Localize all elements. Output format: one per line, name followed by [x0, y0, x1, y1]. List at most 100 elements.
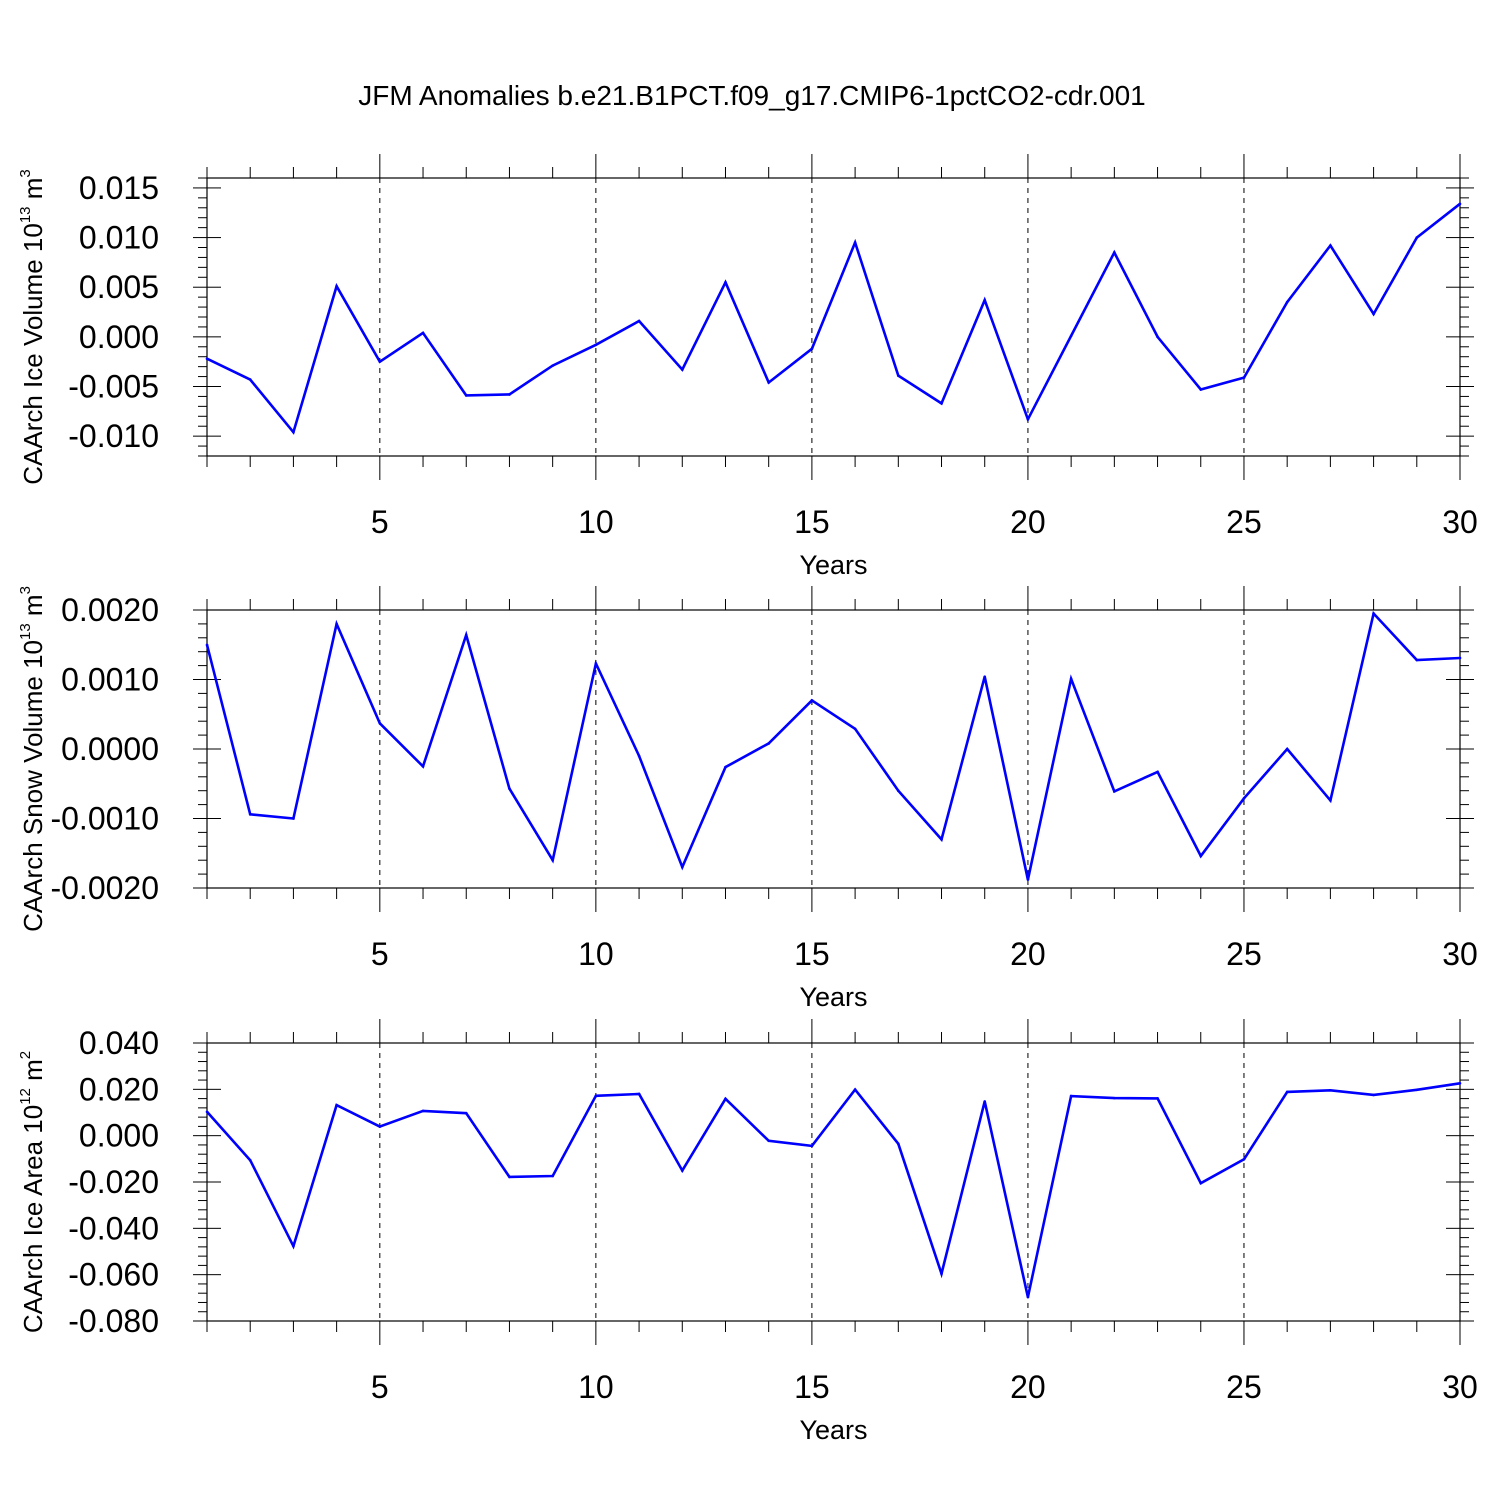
data-point	[1156, 770, 1159, 774]
y-axis-label-ylabel: CAArch Ice Volume 10	[18, 223, 48, 485]
data-point	[1242, 376, 1246, 379]
y-tick-label: -0.010	[68, 418, 159, 454]
data-point	[551, 1174, 554, 1178]
y-tick-label: 0.010	[79, 220, 159, 256]
x-tick-label: 25	[1226, 936, 1262, 972]
x-tick-label: 10	[578, 504, 614, 540]
data-point	[1415, 236, 1419, 239]
y-tick-label: -0.0010	[50, 801, 159, 837]
data-point	[983, 1100, 987, 1103]
data-point	[1372, 1093, 1375, 1097]
x-tick-label: 20	[1010, 936, 1046, 972]
data-point	[335, 284, 338, 288]
data-point	[897, 789, 900, 792]
y-tick-label: 0.0020	[61, 592, 159, 628]
data-point	[810, 699, 814, 702]
x-axis-label: Years	[799, 982, 867, 1012]
data-point	[1199, 1181, 1203, 1185]
data-point	[1199, 388, 1203, 391]
data-point	[1026, 1295, 1030, 1299]
data-point	[205, 357, 209, 361]
data-point	[508, 393, 511, 396]
data-point	[1069, 1094, 1073, 1098]
y-axis-label-ylabel-unit-exp: 3	[17, 586, 34, 594]
data-point	[464, 1111, 468, 1115]
plot-frame	[206, 1042, 1461, 1322]
figure-title: JFM Anomalies b.e21.B1PCT.f09_g17.CMIP6-…	[358, 80, 1146, 111]
data-point	[940, 838, 943, 841]
data-point	[1329, 799, 1332, 802]
plot-frame	[206, 609, 1461, 889]
x-tick-label: 25	[1226, 1369, 1262, 1405]
y-tick-label: -0.0020	[50, 870, 159, 906]
x-tick-label: 10	[578, 1369, 614, 1405]
y-axis-label-ylabel: CAArch Ice Area 10	[18, 1105, 48, 1333]
data-point	[248, 1158, 252, 1162]
data-point	[724, 1097, 727, 1101]
data-point	[680, 1169, 684, 1172]
data-point	[680, 865, 684, 869]
data-point	[1113, 790, 1116, 793]
x-tick-label: 30	[1442, 504, 1478, 540]
x-tick-label: 10	[578, 936, 614, 972]
data-point	[551, 364, 554, 367]
data-point	[1069, 334, 1073, 338]
data-point	[1285, 747, 1289, 751]
data-point	[983, 675, 987, 679]
x-tick-label: 15	[794, 1369, 830, 1405]
data-point	[1415, 1088, 1419, 1092]
panel-1: -0.010 -0.005 0.000 0.005 0.010 0.015 5 10 15 20 2…	[17, 154, 1478, 580]
y-axis-label-ylabel: CAArch Snow Volume 10	[18, 640, 48, 932]
y-tick-label: 0.005	[79, 269, 159, 305]
x-tick-label: 5	[371, 936, 389, 972]
x-tick-label: 30	[1442, 936, 1478, 972]
data-point	[767, 381, 770, 384]
x-tick-label: 15	[794, 504, 830, 540]
x-tick-label: 5	[371, 504, 389, 540]
data-point	[637, 319, 641, 323]
data-point	[1113, 251, 1116, 254]
data-point	[637, 1092, 641, 1096]
y-axis-label-ylabel-unit-exp: 3	[17, 169, 34, 177]
data-point	[1113, 1096, 1116, 1100]
y-tick-label: 0.020	[79, 1071, 159, 1107]
data-point	[940, 402, 943, 405]
y-axis-label-ylabel-unit-exp: 2	[17, 1051, 34, 1059]
data-point	[1415, 658, 1419, 662]
data-point	[248, 378, 252, 381]
data-point	[292, 817, 295, 820]
y-axis-label-ylabel-exp: 13	[17, 206, 34, 223]
y-tick-label: 0.0010	[61, 662, 159, 698]
data-point	[1026, 417, 1030, 421]
data-point	[421, 331, 425, 335]
data-point	[680, 368, 684, 371]
panel-3: -0.080 -0.060 -0.040 -0.020 0.000 0.020 0.040 5…	[17, 1019, 1478, 1445]
data-point	[594, 343, 598, 347]
data-point	[853, 1088, 857, 1091]
data-point	[853, 727, 857, 731]
data-point	[1242, 797, 1246, 800]
data-point	[983, 298, 987, 302]
y-tick-label: 0.015	[79, 170, 159, 206]
y-tick-label: 0.000	[79, 319, 159, 355]
y-axis-label-ylabel-unit: m	[18, 594, 48, 623]
x-axis-label: Years	[799, 1415, 867, 1445]
data-point	[1156, 335, 1159, 339]
data-point	[1329, 244, 1332, 247]
data-point	[551, 858, 554, 862]
y-tick-label: -0.060	[68, 1257, 159, 1293]
data-point	[1285, 1090, 1289, 1094]
data-point	[1285, 300, 1289, 304]
data-point	[897, 374, 900, 377]
data-point	[508, 787, 511, 790]
data-point	[1372, 312, 1375, 316]
data-point	[292, 430, 295, 434]
data-point	[1156, 1097, 1159, 1100]
x-tick-label: 25	[1226, 504, 1262, 540]
y-tick-label: -0.020	[68, 1164, 159, 1200]
data-point	[1329, 1088, 1332, 1092]
y-tick-label: -0.080	[68, 1303, 159, 1339]
data-point	[594, 1094, 598, 1098]
data-point	[767, 742, 770, 745]
data-point	[508, 1175, 511, 1179]
